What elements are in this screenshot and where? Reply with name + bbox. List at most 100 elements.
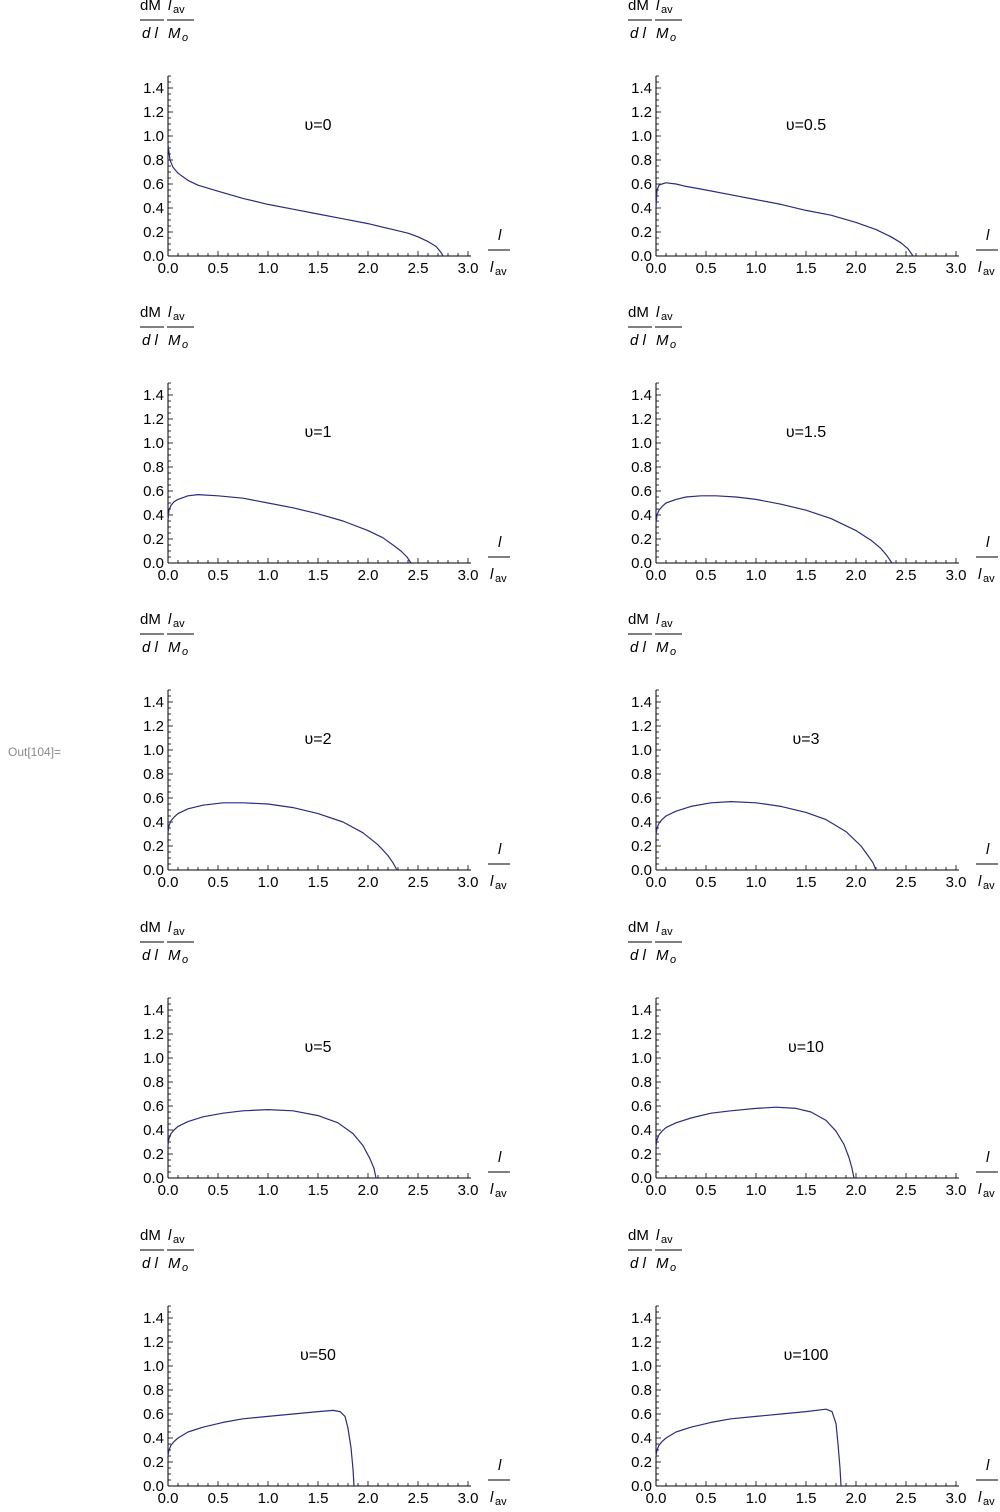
y-tick-label: 0.6 (631, 1406, 652, 1423)
x-tick-label: 1.5 (308, 567, 329, 584)
y-label-denominator-1: d l (630, 947, 647, 964)
x-label-denominator-sub: av (983, 1188, 995, 1200)
y-tick-label: 0.8 (143, 152, 164, 169)
y-tick-label: 1.4 (631, 694, 652, 711)
y-tick-label: 0.4 (631, 507, 652, 524)
y-tick-label: 0.0 (631, 1478, 652, 1495)
y-tick-label: 0.6 (631, 1098, 652, 1115)
y-tick-label: 0.6 (631, 483, 652, 500)
x-tick-label: 1.5 (796, 567, 817, 584)
y-tick-label: 0.4 (143, 814, 164, 831)
chart-panel: 0.0 0.5 1.0 1.5 2.0 2.5 3.0 0.0 0.2 0.4 0.6 0.8 1.0 1… (140, 1227, 510, 1508)
x-axis-label: ll av (976, 1457, 998, 1508)
y-tick-label: 1.4 (631, 80, 652, 97)
y-label-denominator-2-sub: o (182, 1262, 188, 1274)
y-label-numerator-1: dM (628, 0, 649, 14)
series-line (167, 1409, 355, 1487)
y-tick-label: 0.8 (631, 1074, 652, 1091)
y-tick-label: 0.2 (631, 1146, 652, 1163)
panel-title: υ=50 (300, 1347, 336, 1364)
panel-title: υ=5 (305, 1039, 332, 1056)
y-tick-label: 0.2 (631, 224, 652, 241)
x-axis-label: ll av (488, 841, 510, 892)
y-label-denominator-2: M (168, 1255, 181, 1272)
y-tick-label: 0.4 (631, 814, 652, 831)
y-label-denominator-2: M (168, 25, 181, 42)
y-label-denominator-1: d l (630, 1255, 647, 1272)
y-tick-label: 0.6 (143, 483, 164, 500)
x-tick-label: 1.0 (746, 567, 767, 584)
x-tick-label: 0.0 (158, 874, 179, 891)
x-tick-label: 1.5 (308, 874, 329, 891)
y-tick-label: 0.4 (631, 200, 652, 217)
y-tick-label: 0.2 (631, 838, 652, 855)
x-tick-label: 3.0 (458, 874, 479, 891)
x-label-denominator-sub: av (495, 1496, 507, 1508)
y-tick-label: 1.4 (143, 80, 164, 97)
x-axis-label: ll av (976, 227, 998, 278)
y-label-numerator-2-sub: av (661, 618, 673, 630)
y-tick-label: 1.0 (631, 1050, 652, 1067)
y-label-numerator-2: l (168, 919, 172, 936)
panel-title: υ=0 (305, 117, 332, 134)
y-tick-label: 1.2 (631, 104, 652, 121)
y-label-numerator-2: l (656, 611, 660, 628)
y-tick-label: 0.8 (631, 1382, 652, 1399)
y-label-denominator-2-sub: o (182, 646, 188, 658)
y-tick-label: 0.4 (143, 507, 164, 524)
y-label-denominator-2: M (656, 947, 669, 964)
x-tick-label: 2.5 (896, 874, 917, 891)
x-tick-label: 0.5 (208, 874, 229, 891)
y-label-numerator-1: dM (628, 611, 649, 628)
x-tick-label: 2.0 (358, 1182, 379, 1199)
x-label-numerator: l (498, 227, 502, 244)
y-label-numerator-2-sub: av (173, 4, 185, 16)
y-label-numerator-2: l (168, 304, 172, 321)
chart-panel: 0.0 0.5 1.0 1.5 2.0 2.5 3.0 0.0 0.2 0.4 0.6 0.8 1.0 1… (140, 611, 510, 892)
y-tick-label: 0.0 (631, 248, 652, 265)
y-tick-label: 1.2 (143, 1334, 164, 1351)
y-tick-label: 1.2 (631, 1026, 652, 1043)
y-label-denominator-2: M (168, 332, 181, 349)
y-label-numerator-2-sub: av (173, 618, 185, 630)
y-label-denominator-1: d l (142, 25, 159, 42)
x-tick-label: 1.0 (746, 874, 767, 891)
x-tick-label: 1.5 (796, 260, 817, 277)
y-tick-label: 1.0 (143, 1358, 164, 1375)
y-label-denominator-1: d l (630, 25, 647, 42)
x-axis-label: ll av (976, 841, 998, 892)
y-tick-label: 0.0 (143, 1478, 164, 1495)
x-tick-label: 3.0 (458, 260, 479, 277)
x-tick-label: 2.5 (896, 260, 917, 277)
x-label-numerator: l (986, 841, 990, 858)
y-tick-label: 1.0 (143, 1050, 164, 1067)
y-tick-label: 0.8 (631, 766, 652, 783)
x-tick-label: 2.0 (358, 874, 379, 891)
y-tick-label: 1.4 (143, 387, 164, 404)
series-line (167, 494, 412, 564)
x-tick-label: 1.5 (796, 874, 817, 891)
chart-panel: 0.0 0.5 1.0 1.5 2.0 2.5 3.0 0.0 0.2 0.4 0.6 0.8 1.0 1… (628, 304, 998, 585)
y-label-numerator-2: l (656, 304, 660, 321)
x-label-numerator: l (986, 534, 990, 551)
y-tick-label: 1.2 (143, 1026, 164, 1043)
x-tick-label: 3.0 (946, 1490, 967, 1507)
y-tick-label: 0.6 (143, 1098, 164, 1115)
chart-panel: 0.0 0.5 1.0 1.5 2.0 2.5 3.0 0.0 0.2 0.4 0.6 0.8 1.0 1… (628, 0, 998, 278)
y-tick-label: 1.2 (631, 1334, 652, 1351)
x-label-denominator: l (490, 873, 494, 890)
x-tick-label: 0.0 (646, 567, 667, 584)
y-tick-label: 0.0 (143, 248, 164, 265)
y-label-numerator-2: l (656, 0, 660, 14)
x-tick-label: 0.5 (208, 1182, 229, 1199)
x-tick-label: 2.5 (408, 1182, 429, 1199)
series-line (655, 1106, 855, 1179)
y-tick-label: 0.2 (143, 1454, 164, 1471)
y-label-denominator-1: d l (142, 639, 159, 656)
y-label-numerator-2-sub: av (173, 1234, 185, 1246)
y-label-denominator-2-sub: o (670, 954, 676, 966)
series-line (655, 1408, 842, 1487)
